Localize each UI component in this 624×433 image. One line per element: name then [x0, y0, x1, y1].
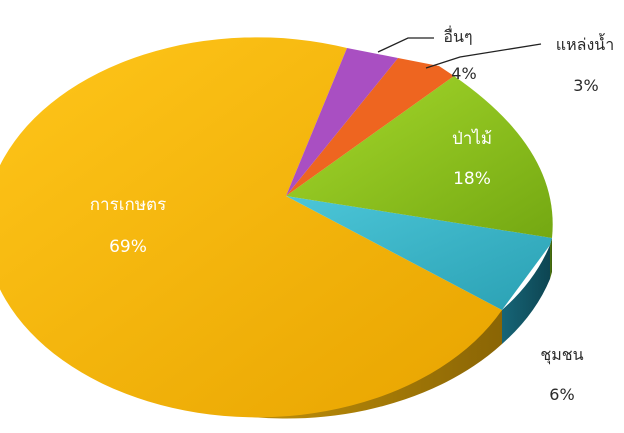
- other-leader-line: [377, 37, 434, 53]
- forest-label: ป่าไม้: [452, 128, 492, 149]
- agriculture-percent: 69%: [109, 237, 147, 257]
- water-label: แหล่งน้ำ: [556, 33, 614, 54]
- forest-slice: [286, 76, 553, 238]
- agriculture-label: การเกษตร: [90, 195, 166, 215]
- forest-slice-side: [550, 238, 552, 279]
- community-slice: [286, 196, 552, 310]
- community-slice-side: [502, 245, 550, 344]
- community-label: ชุมชน: [540, 345, 583, 365]
- water-percent: 3%: [573, 76, 598, 95]
- water-leader-line: [425, 43, 542, 69]
- other-slice: [286, 48, 398, 196]
- agriculture-slice: [0, 37, 502, 418]
- water-slice: [286, 58, 454, 196]
- other-label: อื่นๆ: [443, 25, 472, 46]
- forest-percent: 18%: [453, 169, 491, 189]
- community-percent: 6%: [549, 385, 574, 404]
- other-percent: 4%: [451, 64, 476, 83]
